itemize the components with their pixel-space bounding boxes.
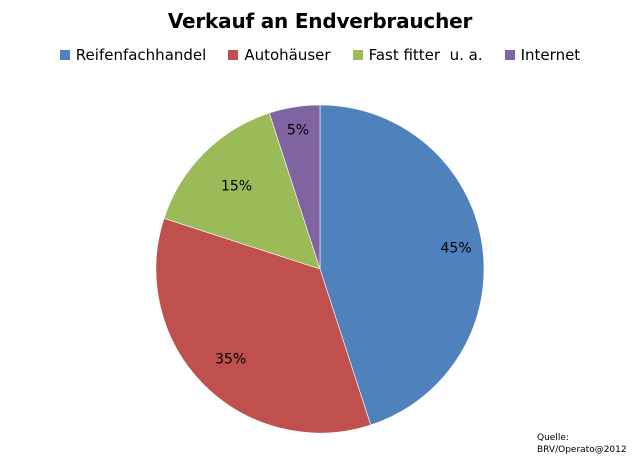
legend-swatch — [59, 50, 70, 60]
legend-label: Fast fitter u. a. — [368, 46, 483, 64]
legend: Reifenfachhandel Autohäuser Fast fitter … — [0, 46, 640, 64]
source-label: Quelle: — [537, 433, 569, 443]
chart-title: Verkauf an Endverbraucher — [167, 9, 473, 33]
pie-slice-4 — [268, 104, 321, 270]
legend-swatch — [504, 50, 515, 60]
data-label-2: 35% — [215, 351, 246, 367]
legend-item-fast-fitter: Fast fitter u. a. — [352, 46, 483, 64]
legend-item-internet: Internet — [504, 46, 581, 64]
legend-label: Internet — [520, 46, 581, 64]
data-label-4: 5% — [287, 123, 309, 139]
legend-item-autohaeuser: Autohäuser — [228, 46, 331, 64]
legend-item-reifenfachhandel: Reifenfachhandel — [59, 46, 207, 64]
pie-slice-1 — [319, 104, 485, 426]
data-label-3: 15% — [221, 179, 252, 195]
legend-label: Reifenfachhandel — [75, 46, 207, 64]
pie-slice-2 — [155, 217, 372, 434]
source-note: Quelle: BRV/Operato@2012 — [537, 432, 627, 456]
legend-swatch — [228, 50, 239, 60]
source-text: BRV/Operato@2012 — [537, 445, 627, 455]
legend-swatch — [352, 50, 363, 60]
pie-slice-3 — [163, 112, 321, 270]
data-label-1: 45% — [441, 240, 472, 256]
legend-label: Autohäuser — [244, 46, 331, 64]
